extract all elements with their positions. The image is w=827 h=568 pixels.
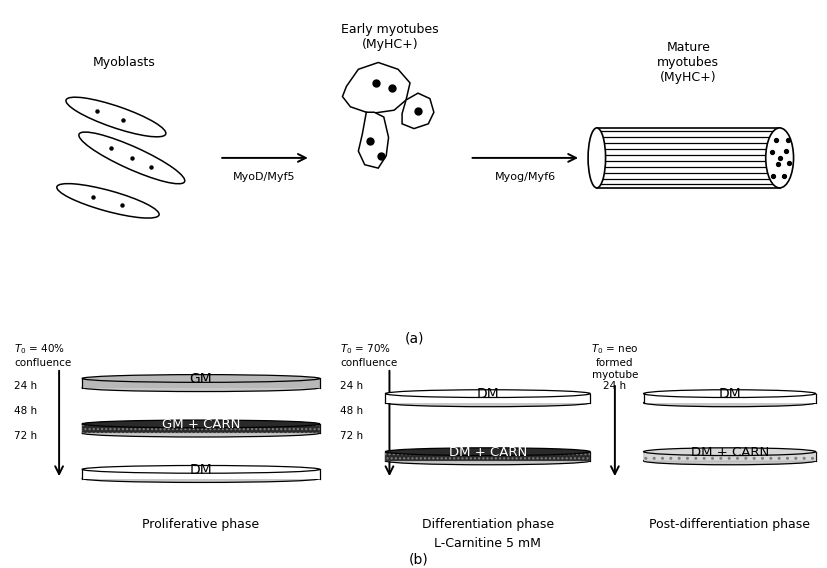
Text: Myoblasts: Myoblasts: [93, 56, 155, 69]
Text: 24 h: 24 h: [14, 381, 37, 391]
Text: 24 h: 24 h: [340, 381, 363, 391]
Ellipse shape: [82, 384, 319, 391]
Ellipse shape: [643, 457, 815, 465]
Ellipse shape: [587, 128, 605, 188]
Text: 48 h: 48 h: [14, 406, 37, 416]
Ellipse shape: [82, 475, 319, 482]
Text: Myog/Myf6: Myog/Myf6: [494, 172, 555, 182]
Ellipse shape: [57, 183, 159, 218]
Text: Mature
myotubes
(MyHC+): Mature myotubes (MyHC+): [657, 41, 719, 84]
Text: $T_0$ = 40%
confluence: $T_0$ = 40% confluence: [14, 343, 71, 368]
Text: L-Carnitine 5 mM: L-Carnitine 5 mM: [434, 537, 541, 550]
Bar: [596, 128, 779, 188]
Polygon shape: [358, 112, 388, 168]
Text: MyoD/Myf5: MyoD/Myf5: [233, 172, 295, 182]
Ellipse shape: [385, 399, 590, 407]
Bar: [643, 452, 815, 461]
Ellipse shape: [82, 429, 319, 437]
Bar: [385, 452, 590, 461]
Text: Differentiation phase: Differentiation phase: [421, 518, 553, 531]
Text: DM + CARN: DM + CARN: [448, 446, 526, 459]
Text: Post-differentiation phase: Post-differentiation phase: [648, 518, 809, 531]
Ellipse shape: [643, 390, 815, 398]
Text: $T_0$ = neo
formed
myotube
24 h: $T_0$ = neo formed myotube 24 h: [590, 343, 638, 391]
Text: Early myotubes
(MyHC+): Early myotubes (MyHC+): [341, 23, 438, 51]
Ellipse shape: [66, 97, 165, 137]
Text: DM: DM: [476, 387, 499, 402]
Polygon shape: [342, 62, 409, 114]
Bar: [82, 378, 319, 388]
Text: (b): (b): [408, 553, 428, 567]
Ellipse shape: [385, 448, 590, 456]
Text: (a): (a): [404, 332, 423, 345]
Ellipse shape: [82, 466, 319, 473]
Bar: [643, 452, 815, 461]
Text: DM: DM: [717, 387, 740, 402]
Polygon shape: [402, 93, 433, 128]
Ellipse shape: [79, 132, 184, 184]
Bar: [385, 452, 590, 461]
Bar: [82, 424, 319, 433]
Bar: [643, 394, 815, 403]
Bar: [82, 469, 319, 479]
Ellipse shape: [82, 420, 319, 428]
Bar: [82, 424, 319, 433]
Ellipse shape: [385, 457, 590, 465]
Ellipse shape: [643, 399, 815, 407]
Text: DM: DM: [189, 463, 212, 477]
Text: DM + CARN: DM + CARN: [690, 446, 767, 459]
Text: Proliferative phase: Proliferative phase: [142, 518, 259, 531]
Ellipse shape: [765, 128, 792, 188]
Text: GM + CARN: GM + CARN: [161, 418, 240, 431]
Text: 72 h: 72 h: [340, 431, 363, 441]
Text: 48 h: 48 h: [340, 406, 363, 416]
Ellipse shape: [643, 448, 815, 456]
Text: 72 h: 72 h: [14, 431, 37, 441]
Ellipse shape: [385, 390, 590, 398]
Text: GM: GM: [189, 372, 212, 386]
Bar: [385, 394, 590, 403]
Text: $T_0$ = 70%
confluence: $T_0$ = 70% confluence: [340, 343, 397, 368]
Ellipse shape: [82, 375, 319, 382]
